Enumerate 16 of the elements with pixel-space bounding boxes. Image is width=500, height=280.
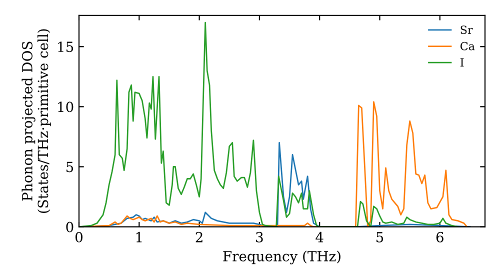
x-tick-label: 5 — [376, 232, 384, 242]
legend-label: I — [460, 58, 464, 66]
y-tick-label: 0 — [66, 222, 74, 232]
y-tick-label: 5 — [66, 162, 74, 172]
x-tick-label: 2 — [196, 232, 202, 242]
x-tick-label: 6 — [436, 232, 444, 242]
y-tick-label: 15 — [58, 42, 74, 52]
x-tick-label: 4 — [316, 232, 324, 242]
legend-label: Ca — [460, 42, 475, 50]
y-axis-title: Phonon projected DOS (States/THz·primitive cell) — [22, 29, 51, 213]
x-axis-title: Frequency (THz) — [223, 250, 340, 264]
legend-label: Sr — [460, 26, 473, 34]
x-tick-label: 1 — [136, 232, 142, 242]
y-tick-label: 10 — [58, 102, 74, 112]
x-tick-label: 3 — [256, 232, 263, 242]
x-tick-label: 0 — [75, 232, 82, 242]
